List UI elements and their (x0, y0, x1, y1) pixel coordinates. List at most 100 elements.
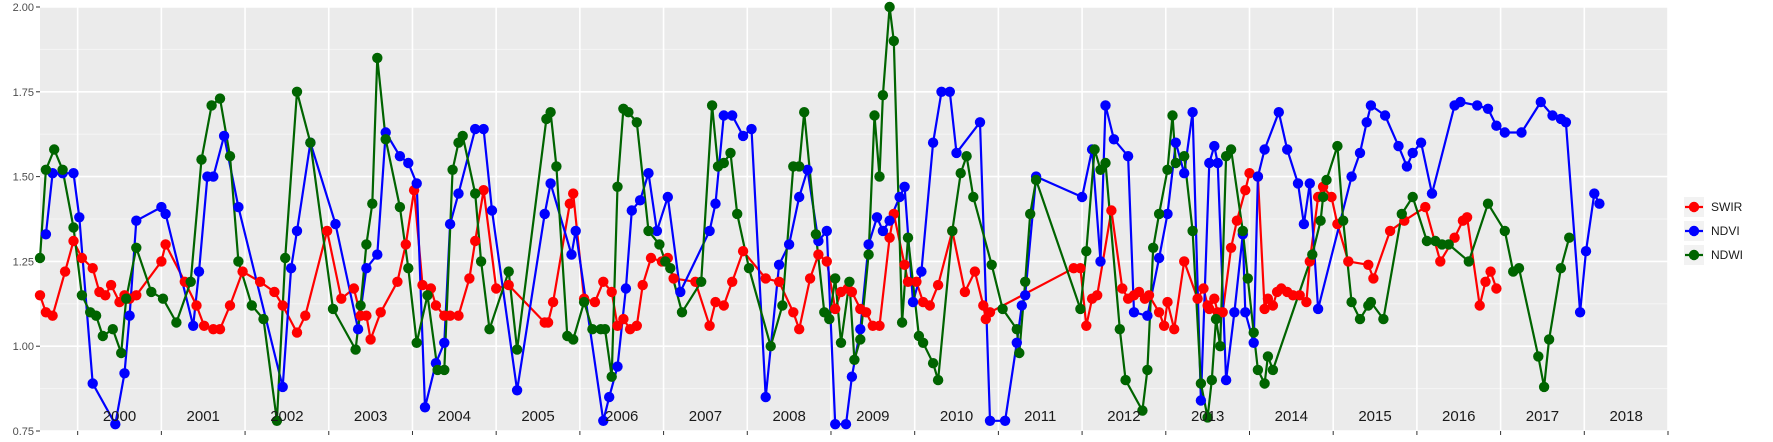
point-ndwi (447, 164, 458, 175)
point-ndvi (927, 137, 939, 148)
point-ndvi (218, 130, 230, 142)
point-swir (568, 188, 579, 199)
point-ndwi (1346, 296, 1357, 308)
point-ndwi (927, 358, 939, 369)
point-ndvi (511, 385, 523, 396)
point-swir (453, 310, 464, 321)
point-ndwi (233, 256, 244, 267)
point-ndvi (863, 239, 874, 250)
point-ndvi (1195, 395, 1207, 406)
point-swir (564, 198, 575, 209)
point-ndwi (961, 151, 972, 162)
point-ndwi (612, 181, 623, 192)
point-ndvi (1162, 208, 1173, 220)
point-ndwi (1315, 215, 1326, 226)
point-ndvi (1292, 178, 1304, 189)
point-ndvi (907, 296, 919, 308)
point-ndwi (146, 286, 157, 298)
point-swir (860, 307, 872, 318)
point-ndvi (634, 195, 646, 206)
point-ndwi (1075, 303, 1086, 315)
point-ndwi (355, 300, 366, 311)
point-ndvi (1229, 307, 1240, 318)
point-ndwi (578, 296, 590, 308)
point-ndwi (422, 290, 433, 301)
point-ndwi (457, 130, 468, 142)
point-ndvi (87, 378, 98, 389)
point-swir (365, 334, 376, 345)
point-ndwi (196, 154, 207, 165)
point-ndvi (233, 201, 244, 213)
point-ndvi (1019, 290, 1031, 301)
point-swir (156, 256, 167, 267)
point-ndwi (1215, 341, 1226, 352)
point-ndwi (68, 222, 79, 233)
point-ndwi (291, 86, 303, 98)
point-swir (470, 235, 481, 247)
point-ndvi (951, 147, 962, 159)
year-label: 2014 (1275, 408, 1308, 425)
point-ndwi (1170, 157, 1182, 169)
point-swir (198, 320, 210, 331)
point-ndvi (478, 123, 489, 135)
y-tick-label: 1.50 (13, 172, 34, 184)
point-ndvi (68, 168, 79, 179)
point-swir (911, 276, 922, 287)
point-ndvi (570, 225, 581, 237)
point-ndvi (643, 168, 654, 179)
point-ndwi (1332, 140, 1343, 152)
point-ndvi (1187, 107, 1198, 118)
point-ndvi (1095, 256, 1106, 267)
point-ndvi (291, 225, 303, 237)
point-ndwi (1210, 313, 1222, 325)
point-ndvi (330, 218, 341, 230)
year-label: 2012 (1107, 408, 1140, 425)
point-ndvi (1220, 374, 1232, 386)
point-swir (392, 276, 403, 287)
point-swir (254, 276, 266, 287)
point-swir (1326, 191, 1337, 203)
point-ndwi (1267, 364, 1279, 376)
point-ndwi (372, 52, 383, 64)
point-ndwi (1187, 225, 1198, 237)
point-swir (400, 239, 411, 250)
point-ndwi (794, 161, 805, 172)
point-ndwi (874, 171, 885, 182)
point-ndvi (208, 171, 219, 182)
point-swir (47, 310, 58, 321)
year-label: 2000 (103, 408, 136, 425)
point-ndwi (131, 242, 142, 253)
point-ndwi (599, 324, 611, 335)
point-ndvi (40, 229, 52, 240)
year-labels: 2000 2001 2002 2003 2004 2005 2006 2007 2008 2009… (103, 408, 1643, 425)
point-ndwi (917, 337, 929, 348)
point-ndwi (367, 198, 378, 209)
point-ndwi (849, 354, 860, 365)
point-swir (1198, 283, 1209, 294)
series-layer (34, 1, 1605, 430)
point-ndwi (986, 259, 997, 270)
point-ndwi (835, 337, 847, 348)
point-ndwi (246, 300, 257, 311)
point-ndwi (844, 276, 855, 287)
point-ndwi (877, 90, 889, 101)
point-swir (87, 263, 98, 274)
year-label: 2009 (856, 408, 889, 425)
point-ndwi (1365, 296, 1377, 308)
point-ndvi (1574, 307, 1586, 318)
point-ndwi (116, 347, 127, 359)
point-swir (1192, 293, 1203, 304)
point-ndwi (1153, 208, 1165, 220)
point-ndvi (936, 86, 947, 98)
point-ndvi (651, 225, 663, 237)
point-ndvi (394, 151, 406, 162)
point-swir (813, 249, 824, 260)
point-ndwi (777, 300, 788, 311)
point-ndwi (1307, 249, 1318, 260)
legend: SWIR NDVI NDWI (1684, 197, 1743, 265)
year-label: 2002 (270, 408, 303, 425)
point-ndwi (1114, 324, 1126, 335)
point-ndvi (1252, 171, 1264, 182)
point-ndvi (1354, 147, 1366, 159)
point-swir (1240, 185, 1251, 196)
